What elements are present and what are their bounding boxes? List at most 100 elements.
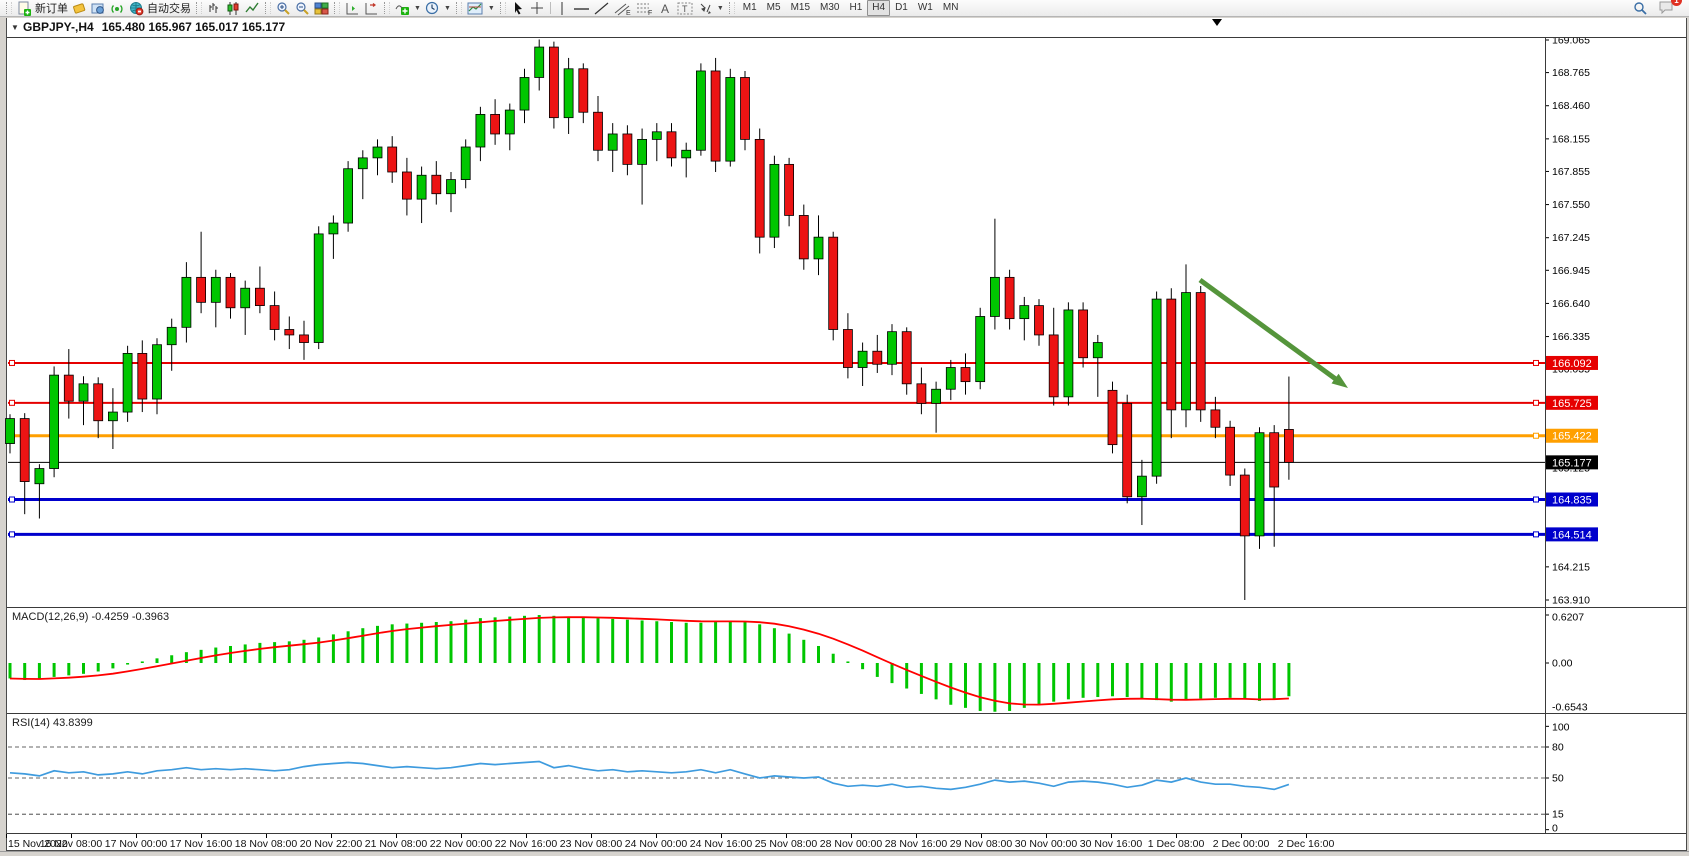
time-tick — [656, 834, 657, 838]
toolbar-grip — [384, 2, 390, 14]
fibonacci-button[interactable]: F — [634, 0, 656, 16]
indicators-icon — [395, 4, 409, 15]
channel-button[interactable]: E — [612, 0, 634, 16]
arrows-button[interactable]: ▼ — [696, 0, 726, 16]
time-tick — [71, 834, 72, 838]
text-icon: A — [661, 2, 669, 16]
svg-text:168.765: 168.765 — [1552, 67, 1590, 79]
text-label-button[interactable]: T — [675, 0, 696, 16]
timeframe-button-h1[interactable]: H1 — [849, 2, 863, 13]
timeframe-button-d1[interactable]: D1 — [895, 2, 908, 13]
tile-windows-button[interactable] — [312, 0, 331, 16]
svg-text:166.335: 166.335 — [1552, 331, 1590, 343]
svg-text:0: 0 — [1552, 823, 1558, 834]
chart-ohlc-values: 165.480 165.967 165.017 165.177 — [101, 20, 286, 34]
timeframe-button-m5[interactable]: M5 — [766, 2, 781, 13]
signals-button[interactable] — [108, 0, 127, 16]
candlestick-button[interactable] — [224, 0, 243, 16]
time-tick — [916, 834, 917, 838]
rsi-pane[interactable]: 100 80 50 15 0 — [0, 715, 1689, 833]
auto-trading-button[interactable]: 自动交易 — [127, 0, 193, 16]
time-axis-label: 22 Nov 00:00 — [429, 838, 493, 850]
indicators-dropdown-caret[interactable]: ▼ — [414, 4, 421, 12]
svg-text:169.065: 169.065 — [1552, 37, 1590, 47]
trendline-button[interactable] — [592, 0, 612, 16]
market-depth-button[interactable] — [70, 0, 89, 16]
chart-titlebar: ▼ GBPJPY-,H4 165.480 165.967 165.017 165… — [7, 18, 1686, 36]
time-axis-label: 23 Nov 08:00 — [559, 838, 623, 850]
vertical-line-button[interactable] — [554, 0, 571, 16]
zoom-in-button[interactable] — [274, 0, 293, 16]
time-tick — [331, 834, 332, 838]
crosshair-icon — [530, 1, 543, 14]
cursor-button[interactable] — [509, 0, 528, 16]
timeframe-button-h4[interactable]: H4 — [867, 0, 891, 16]
crosshair-button[interactable] — [528, 0, 547, 16]
price-chart-pane[interactable]: 169.065 168.765 168.460 168.155 167.855 167.5… — [0, 37, 1689, 607]
svg-text:167.855: 167.855 — [1552, 166, 1590, 178]
time-axis-label: 30 Nov 16:00 — [1079, 838, 1143, 850]
svg-text:164.514: 164.514 — [1552, 529, 1592, 541]
toolbar-grip — [265, 2, 271, 14]
toolbar-grip — [499, 2, 506, 14]
svg-text:163.910: 163.910 — [1552, 594, 1590, 606]
templates-icon — [467, 2, 483, 14]
window-bottom-edge — [0, 851, 1689, 856]
text-button[interactable]: A — [656, 0, 675, 16]
time-tick — [981, 834, 982, 838]
macd-pane[interactable]: 0.6207 0.00 -0.6543 — [0, 609, 1689, 713]
cursor-icon — [514, 1, 522, 14]
timeframe-button-w1[interactable]: W1 — [917, 2, 933, 13]
chart-shift-icon — [365, 2, 377, 14]
gold-seal-icon — [73, 2, 86, 14]
svg-text:165.725: 165.725 — [1552, 398, 1592, 410]
time-tick — [136, 834, 137, 838]
time-axis-label: 21 Nov 08:00 — [364, 838, 428, 850]
one-click-trading-toggle[interactable]: ▼ — [11, 22, 19, 32]
equidistant-channel-icon: E — [614, 3, 631, 16]
line-chart-button[interactable] — [243, 0, 262, 16]
chart-shift-button[interactable] — [362, 0, 381, 16]
svg-text:167.550: 167.550 — [1552, 199, 1590, 211]
timeframe-button-mn[interactable]: MN — [942, 2, 959, 13]
zoom-out-button[interactable] — [293, 0, 312, 16]
arrows-dropdown-caret[interactable]: ▼ — [716, 4, 724, 12]
search-icon[interactable] — [1633, 1, 1648, 16]
time-tick — [266, 834, 267, 838]
notifications-button[interactable]: 1 — [1658, 0, 1682, 17]
time-axis-label: 1 Dec 08:00 — [1147, 838, 1205, 850]
time-axis[interactable]: 15 Nov 2022 16 Nov 08:00 17 Nov 00:00 17 No… — [6, 834, 1686, 850]
chart-shift-marker[interactable] — [1212, 19, 1222, 26]
auto-scroll-button[interactable] — [343, 0, 362, 16]
time-axis-label: 2 Dec 00:00 — [1212, 838, 1270, 850]
svg-text:50: 50 — [1552, 773, 1564, 785]
pane-divider — [7, 833, 1686, 834]
indicators-button[interactable]: ▼ — [393, 0, 423, 16]
horizontal-line-button[interactable] — [571, 0, 592, 16]
bar-chart-button[interactable] — [205, 0, 224, 16]
macd-indicator-label: MACD(12,26,9) -0.4259 -0.3963 — [12, 611, 170, 623]
market-watch-button[interactable] — [89, 0, 108, 16]
timeframe-button-m1[interactable]: M1 — [742, 2, 757, 13]
templates-button[interactable]: ▼ — [465, 0, 497, 16]
svg-text:T: T — [682, 4, 688, 14]
svg-text:F: F — [648, 10, 652, 16]
periods-button[interactable]: ▼ — [423, 0, 453, 16]
time-tick — [461, 834, 462, 838]
periods-dropdown-caret[interactable]: ▼ — [443, 4, 451, 12]
new-order-label: 新订单 — [35, 3, 68, 15]
timeframe-button-m30[interactable]: M30 — [820, 2, 840, 13]
time-axis-label: 17 Nov 00:00 — [104, 838, 168, 850]
time-axis-label: 30 Nov 00:00 — [1014, 838, 1078, 850]
svg-text:165.177: 165.177 — [1552, 457, 1592, 469]
time-axis-label: 28 Nov 00:00 — [819, 838, 883, 850]
templates-dropdown-caret[interactable]: ▼ — [487, 4, 495, 12]
svg-text:80: 80 — [1552, 742, 1564, 754]
pane-divider[interactable] — [7, 713, 1686, 714]
toolbar-grip — [728, 2, 735, 14]
new-order-button[interactable]: 新订单 — [15, 0, 70, 16]
timeframe-button-m15[interactable]: M15 — [790, 2, 811, 13]
time-axis-label: 18 Nov 08:00 — [234, 838, 298, 850]
auto-trading-label: 自动交易 — [147, 3, 191, 15]
pane-divider[interactable] — [7, 607, 1686, 608]
